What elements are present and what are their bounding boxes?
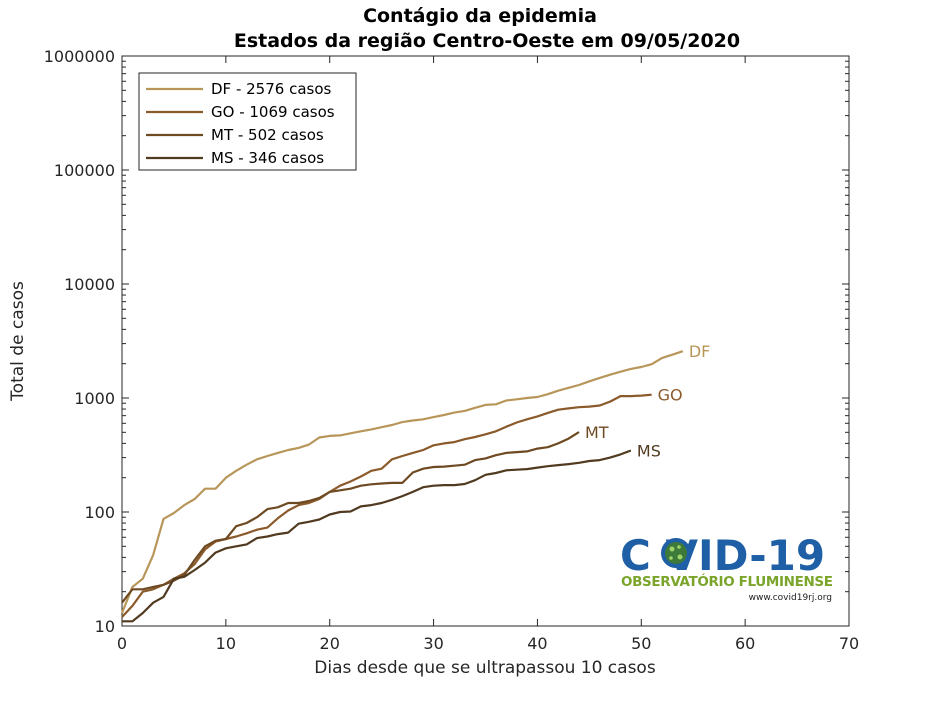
legend-label-ms: MS - 346 casos <box>211 149 324 167</box>
end-label-go: GO <box>658 386 683 405</box>
x-axis-label: Dias desde que se ultrapassou 10 casos <box>314 658 656 678</box>
x-tick-label: 60 <box>735 634 755 653</box>
legend-label-go: GO - 1069 casos <box>211 103 335 121</box>
end-label-mt: MT <box>585 423 609 442</box>
covid-logo: C VID-19 OBSERVATÓRIO FLUMINENSE www.cov… <box>620 531 833 603</box>
x-tick-label: 0 <box>117 634 127 653</box>
series-end-labels: DF GO MT MS <box>585 342 710 460</box>
legend: DF - 2576 casos GO - 1069 casos MT - 502 c… <box>138 72 357 171</box>
y-tick-label: 1000000 <box>44 47 115 66</box>
series-line-mt <box>121 431 580 604</box>
logo-subtitle: OBSERVATÓRIO FLUMINENSE <box>621 572 833 590</box>
legend-label-df: DF - 2576 casos <box>211 80 332 98</box>
y-axis-label: Total de casos <box>8 281 28 402</box>
chart-title: Contágio da epidemia <box>363 5 597 27</box>
logo-title: C VID-19 <box>620 531 825 580</box>
end-label-ms: MS <box>637 442 661 461</box>
x-tick-label: 10 <box>216 634 236 653</box>
x-tick-label: 50 <box>631 634 651 653</box>
y-tick-label: 100 <box>84 503 115 522</box>
virus-icon <box>661 538 691 568</box>
series-line-go <box>121 393 652 618</box>
x-tick-label: 30 <box>423 634 443 653</box>
y-tick-label: 10000 <box>64 275 115 294</box>
axis-ticks: 0 10 20 30 40 50 60 701010010001000010000010000… <box>44 47 859 653</box>
series-line-df <box>120 350 684 614</box>
x-tick-label: 20 <box>320 634 340 653</box>
logo-url: www.covid19rj.org <box>749 593 832 603</box>
series-lines <box>120 350 684 623</box>
legend-items: DF - 2576 casos GO - 1069 casos MT - 502 c… <box>146 80 335 167</box>
y-tick-label: 1000 <box>74 389 115 408</box>
x-tick-label: 70 <box>839 634 859 653</box>
y-tick-label: 100000 <box>54 161 115 180</box>
y-tick-label: 10 <box>95 617 115 636</box>
x-tick-label: 40 <box>527 634 547 653</box>
legend-label-mt: MT - 502 casos <box>211 126 324 144</box>
chart-subtitle: Estados da região Centro-Oeste em 09/05/… <box>234 30 740 52</box>
end-label-df: DF <box>689 342 711 361</box>
series-line-ms <box>122 449 632 623</box>
